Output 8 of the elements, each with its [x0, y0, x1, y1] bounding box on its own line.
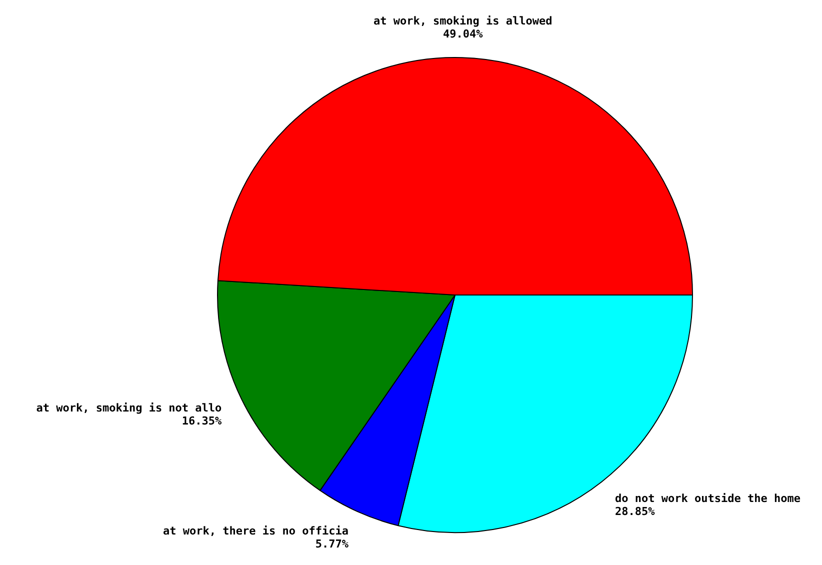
- data-label: 28.85%: [615, 505, 656, 518]
- slice-label: at work, there is no officia: [163, 524, 348, 538]
- slice-label: at work, smoking is not allo: [36, 401, 222, 414]
- data-label: 49.04%: [442, 27, 484, 40]
- slice-label: at work, smoking is allowed: [373, 14, 552, 28]
- data-label: 16.35%: [182, 414, 222, 428]
- slice-label: do not work outside the home: [615, 492, 801, 506]
- data-label: 5.77%: [315, 537, 349, 550]
